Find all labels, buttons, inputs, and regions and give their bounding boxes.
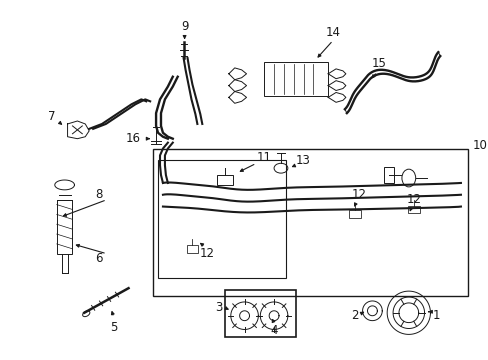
- Text: 13: 13: [296, 154, 310, 167]
- Bar: [158, 160, 285, 278]
- Text: 12: 12: [199, 247, 214, 260]
- Bar: [186, 245, 198, 253]
- Text: 7: 7: [48, 109, 56, 122]
- Bar: [57, 200, 72, 254]
- Text: 3: 3: [215, 301, 222, 314]
- Bar: [384, 167, 393, 183]
- Bar: [217, 175, 232, 185]
- Text: 14: 14: [325, 26, 340, 39]
- Text: 12: 12: [351, 188, 366, 201]
- Bar: [348, 211, 360, 219]
- Text: 16: 16: [126, 132, 141, 145]
- Text: 11: 11: [256, 151, 271, 164]
- Text: 2: 2: [350, 309, 358, 322]
- Text: 4: 4: [270, 324, 277, 337]
- Text: 9: 9: [181, 20, 188, 33]
- Text: 12: 12: [406, 193, 420, 206]
- Bar: [407, 206, 419, 213]
- Text: 1: 1: [432, 309, 439, 322]
- Text: 10: 10: [472, 139, 487, 152]
- Bar: [153, 149, 467, 296]
- Text: 8: 8: [95, 188, 102, 201]
- Bar: [264, 62, 327, 96]
- Bar: [224, 290, 295, 337]
- Text: 5: 5: [110, 321, 117, 334]
- Text: 15: 15: [371, 58, 386, 71]
- Text: 6: 6: [95, 252, 102, 265]
